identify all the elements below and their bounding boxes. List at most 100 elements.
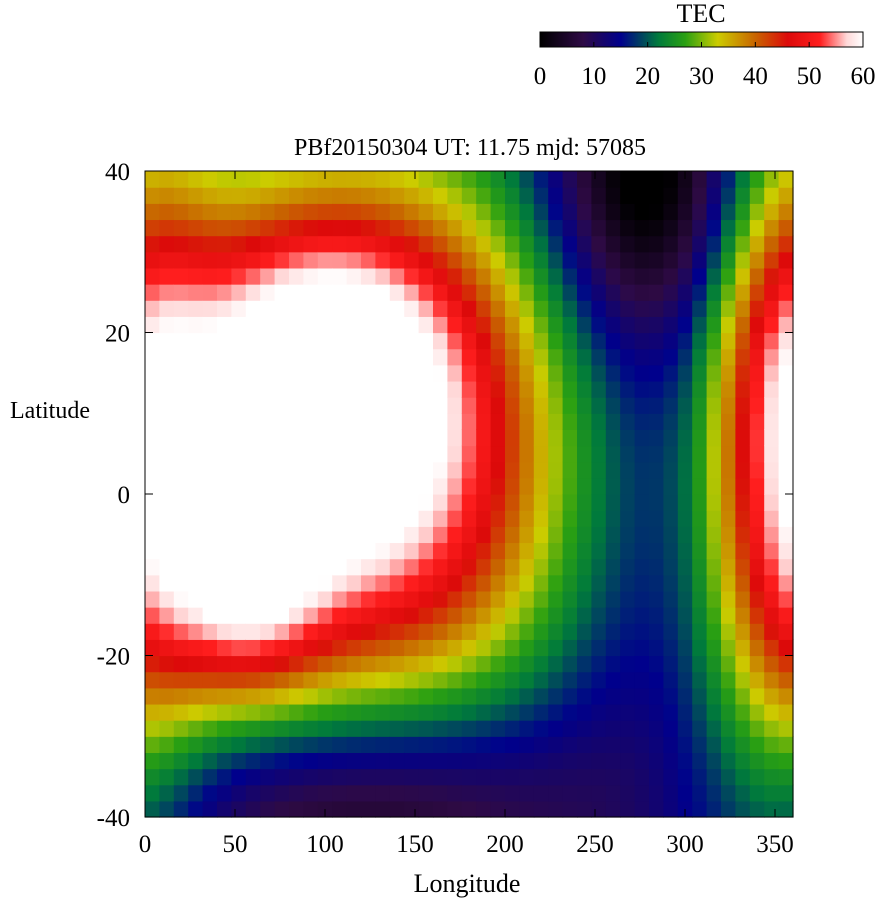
heatmap-cell (375, 510, 391, 527)
heatmap-cell (389, 461, 405, 479)
heatmap-cell (461, 671, 477, 689)
heatmap-cell (346, 413, 362, 430)
heatmap-cell (476, 655, 492, 673)
heatmap-cell (202, 429, 218, 447)
heatmap-cell (303, 284, 319, 301)
heatmap-cell (317, 235, 333, 253)
heatmap-plot (145, 171, 794, 818)
heatmap-cell (634, 332, 650, 350)
heatmap-cell (548, 477, 564, 495)
heatmap-cell (375, 235, 391, 253)
heatmap-cell (562, 364, 578, 382)
heatmap-cell (778, 300, 794, 317)
heatmap-cell (303, 171, 319, 188)
heatmap-cell (533, 720, 549, 737)
heatmap-cell (663, 623, 679, 640)
heatmap-cell (346, 219, 362, 237)
heatmap-cell (245, 510, 261, 527)
heatmap-cell (620, 671, 636, 689)
heatmap-cell (749, 542, 765, 560)
heatmap-cell (202, 380, 218, 398)
heatmap-cell (173, 429, 189, 447)
heatmap-cell (418, 639, 434, 657)
heatmap-cell (548, 542, 564, 560)
heatmap-cell (418, 574, 434, 592)
heatmap-cell (505, 332, 520, 350)
heatmap-cell (173, 736, 189, 753)
heatmap-cell (591, 671, 607, 689)
heatmap-cell (562, 655, 578, 673)
heatmap-cell (159, 348, 175, 366)
heatmap-cell (145, 364, 160, 382)
heatmap-cell (260, 558, 276, 576)
heatmap-cell (735, 542, 751, 560)
heatmap-cell (231, 332, 247, 350)
heatmap-cell (591, 380, 607, 398)
heatmap-cell (461, 251, 477, 269)
heatmap-cell (433, 639, 448, 657)
heatmap-cell (159, 655, 175, 673)
heatmap-cell (505, 461, 520, 479)
heatmap-cell (202, 703, 218, 721)
heatmap-cell (418, 607, 434, 624)
heatmap-cell (389, 300, 405, 317)
heatmap-cell (389, 720, 405, 737)
heatmap-cell (764, 720, 780, 737)
heatmap-cell (289, 332, 304, 350)
heatmap-cell (577, 768, 592, 786)
heatmap-cell (145, 736, 160, 753)
heatmap-cell (159, 284, 175, 301)
heatmap-cell (375, 558, 391, 576)
heatmap-cell (735, 720, 751, 737)
heatmap-cell (649, 494, 664, 511)
heatmap-cell (346, 332, 362, 350)
heatmap-cell (145, 171, 160, 188)
heatmap-cell (202, 752, 218, 770)
heatmap-cell (217, 558, 232, 576)
heatmap-cell (605, 574, 621, 592)
heatmap-cell (663, 348, 679, 366)
heatmap-cell (692, 800, 708, 818)
heatmap-cell (692, 671, 708, 689)
heatmap-cell (188, 477, 204, 495)
heatmap-cell (533, 203, 549, 221)
heatmap-cell (533, 397, 549, 414)
heatmap-cell (476, 364, 492, 382)
heatmap-cell (260, 655, 276, 673)
heatmap-cell (260, 477, 276, 495)
heatmap-cell (577, 251, 592, 269)
heatmap-cell (245, 429, 261, 447)
heatmap-cell (346, 574, 362, 592)
heatmap-cell (433, 235, 448, 253)
heatmap-cell (303, 187, 319, 204)
heatmap-cell (289, 380, 304, 398)
heatmap-cell (217, 187, 232, 204)
heatmap-cell (173, 510, 189, 527)
heatmap-cell (620, 284, 636, 301)
heatmap-cell (433, 494, 448, 511)
heatmap-cell (677, 235, 693, 253)
heatmap-cell (692, 187, 708, 204)
heatmap-cell (274, 784, 290, 802)
heatmap-cell (332, 736, 348, 753)
heatmap-cell (188, 219, 204, 237)
heatmap-cell (721, 171, 736, 188)
heatmap-cell (721, 461, 736, 479)
heatmap-cell (519, 332, 535, 350)
heatmap-cell (605, 590, 621, 608)
heatmap-cell (490, 219, 506, 237)
heatmap-cell (173, 768, 189, 786)
heatmap-cell (735, 380, 751, 398)
heatmap-cell (562, 284, 578, 301)
heatmap-cell (778, 171, 794, 188)
heatmap-cell (245, 639, 261, 657)
heatmap-cell (706, 187, 722, 204)
heatmap-cell (663, 429, 679, 447)
heatmap-cell (519, 494, 535, 511)
heatmap-cell (735, 203, 751, 221)
heatmap-cell (620, 235, 636, 253)
heatmap-cell (231, 380, 247, 398)
heatmap-cell (260, 219, 276, 237)
heatmap-cell (735, 800, 751, 818)
heatmap-cell (173, 397, 189, 414)
